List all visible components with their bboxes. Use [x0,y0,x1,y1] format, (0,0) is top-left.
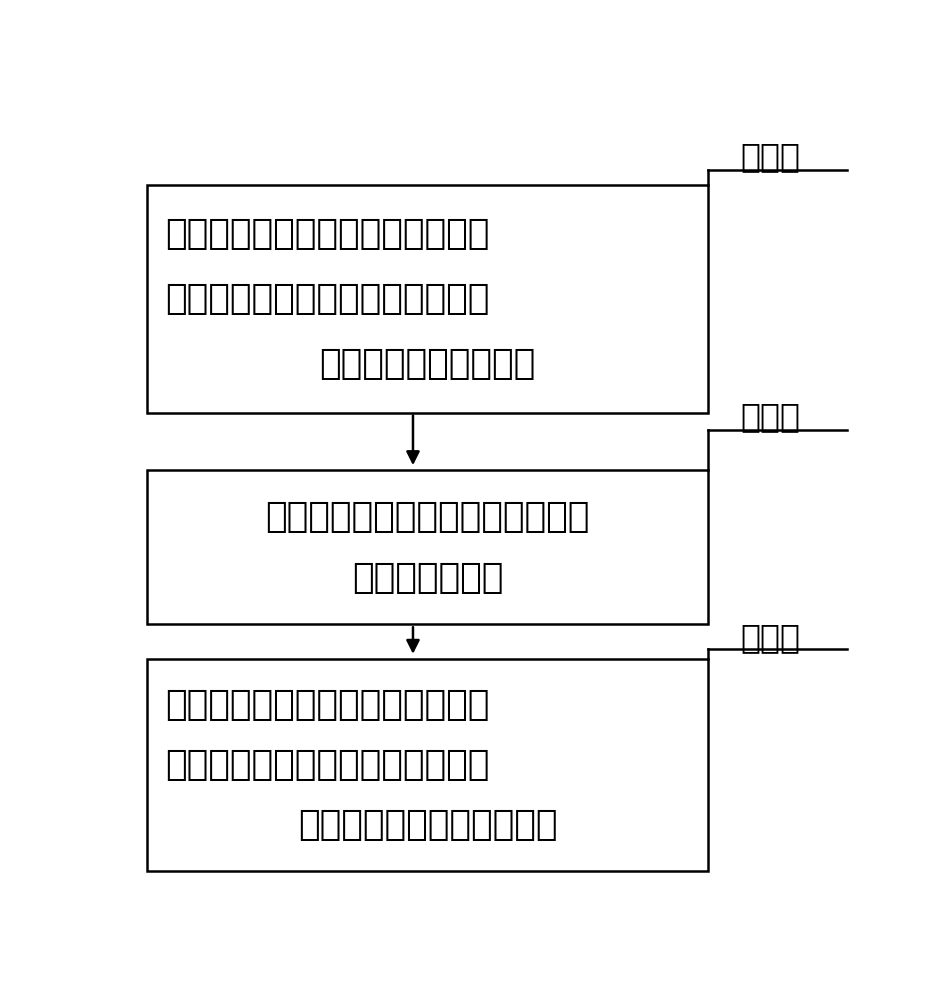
Text: 在氩气辐照环境气氛下，对待测试: 在氩气辐照环境气氛下，对待测试 [165,688,489,722]
Text: 非真空的密封环境下；: 非真空的密封环境下； [319,347,535,381]
Text: 电子元器件损伤退化结果。: 电子元器件损伤退化结果。 [297,808,557,842]
Text: 辐照环境气氛；: 辐照环境气氛； [352,561,503,595]
Bar [147,185,709,413]
Text: 向密封环境下充入氩气，获得氩气: 向密封环境下充入氩气，获得氩气 [265,500,590,534]
Text: 将待测试的电子元器件进行开帽处: 将待测试的电子元器件进行开帽处 [165,217,489,251]
Text: 步骤三: 步骤三 [741,621,801,654]
Bar [147,470,709,624]
Text: 的电子元器件进行变温辐照，获得: 的电子元器件进行变温辐照，获得 [165,748,489,782]
Bar [147,659,709,871]
Text: 理，并将处理后的电子元器件置于: 理，并将处理后的电子元器件置于 [165,282,489,316]
Text: 步骤一: 步骤一 [741,140,801,173]
Text: 步骤二: 步骤二 [741,400,801,433]
